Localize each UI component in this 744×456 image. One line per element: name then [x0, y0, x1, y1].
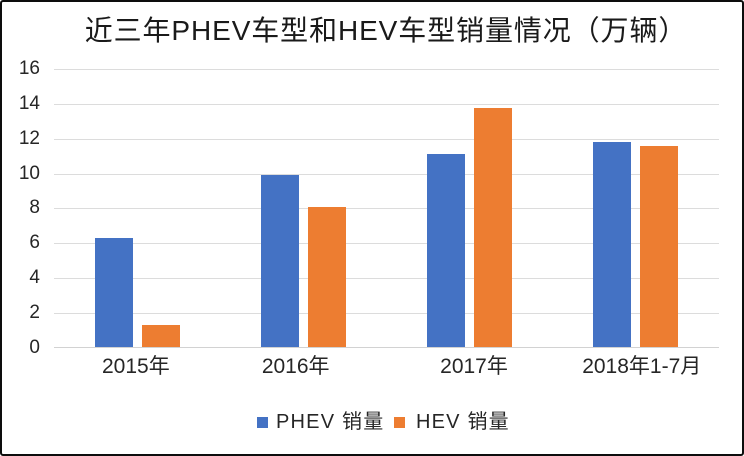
gridline-y12: [54, 138, 719, 140]
legend-swatch-icon: [257, 416, 268, 428]
chart-title: 近三年PHEV车型和HEV车型销量情况（万辆）: [84, 15, 688, 46]
y-tick-label-2: 2: [29, 301, 40, 323]
bar-hev-2: [473, 107, 512, 348]
y-tick-label-8: 8: [29, 197, 40, 219]
legend-item-phev: PHEV 销量: [257, 411, 384, 433]
legend-label: HEV 销量: [416, 411, 510, 433]
y-tick-label-14: 14: [18, 93, 40, 115]
bar-phev-3: [592, 142, 631, 348]
bar-hev-3: [639, 145, 678, 348]
bar-hev-0: [141, 324, 180, 348]
bar-phev-0: [94, 237, 133, 348]
legend: PHEV 销量 HEV 销量: [0, 411, 744, 433]
y-tick-label-12: 12: [18, 127, 40, 149]
gridline-y16: [54, 69, 719, 71]
y-tick-label-10: 10: [18, 162, 40, 184]
x-tick-label-0: 2015年: [102, 354, 170, 378]
plot-area: [54, 69, 719, 349]
gridline-y14: [54, 104, 719, 106]
x-axis-line: [54, 347, 719, 349]
bar-phev-1: [260, 175, 299, 348]
gridline-y6: [54, 243, 719, 245]
gridline-y2: [54, 312, 719, 314]
y-tick-label-6: 6: [29, 232, 40, 254]
gridline-y10: [54, 173, 719, 175]
gridline-y8: [54, 208, 719, 210]
legend-item-hev: HEV 销量: [394, 411, 510, 433]
y-tick-label-4: 4: [29, 266, 40, 288]
y-tick-label-0: 0: [29, 336, 40, 358]
bar-hev-1: [307, 206, 346, 348]
legend-label: PHEV 销量: [276, 411, 385, 433]
x-tick-label-3: 2018年1-7月: [582, 354, 702, 378]
x-tick-label-2: 2017年: [440, 354, 508, 378]
legend-swatch-icon: [394, 416, 405, 428]
y-tick-label-16: 16: [18, 58, 40, 80]
gridline-y4: [54, 277, 719, 279]
bar-phev-2: [426, 154, 465, 348]
x-tick-label-1: 2016年: [261, 354, 330, 378]
